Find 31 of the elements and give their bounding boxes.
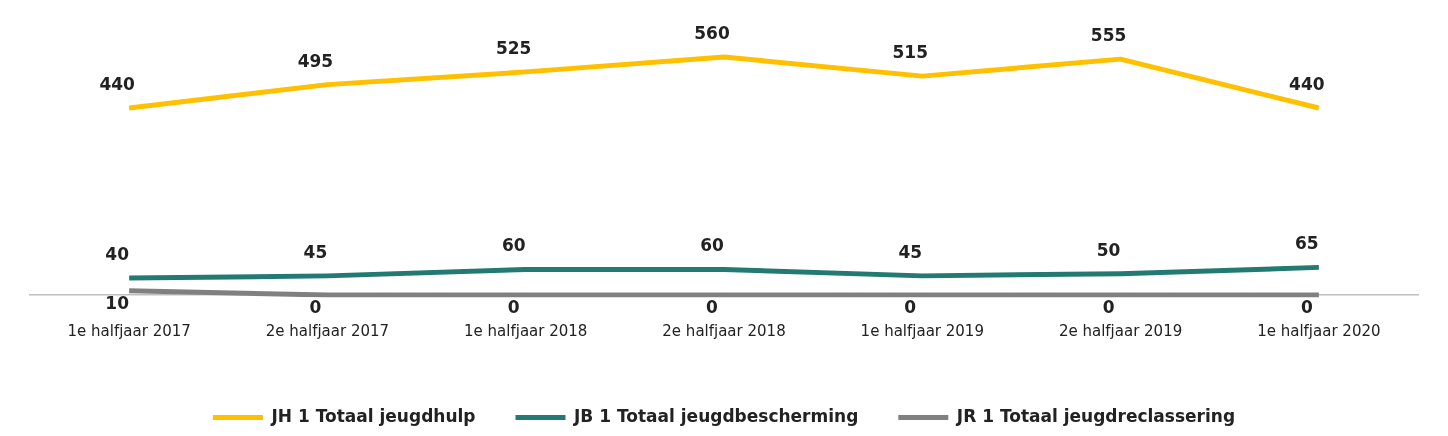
data-label: 555 (1090, 25, 1127, 46)
x-tick-label: 1e halfjaar 2017 (67, 321, 191, 340)
data-label: 440 (99, 73, 136, 94)
data-label: 40 (105, 243, 130, 264)
data-label: 45 (303, 241, 328, 262)
x-tick-label: 1e halfjaar 2020 (1257, 321, 1381, 340)
x-tick-label: 1e halfjaar 2018 (464, 321, 588, 340)
data-label: 0 (706, 296, 719, 317)
x-tick-label: 2e halfjaar 2018 (662, 321, 786, 340)
data-label: 0 (1102, 296, 1115, 317)
data-label: 50 (1096, 239, 1121, 260)
data-label: 560 (694, 22, 730, 43)
x-tick-label: 2e halfjaar 2019 (1058, 321, 1183, 340)
legend-label: JR 1 Totaal jeugdreclassering (955, 405, 1236, 426)
data-label: 60 (501, 235, 526, 256)
data-label: 495 (297, 50, 334, 71)
data-label: 0 (507, 296, 520, 317)
legend-label: JB 1 Totaal jeugdbescherming (573, 405, 859, 426)
data-label: 0 (309, 296, 322, 317)
data-label: 60 (700, 235, 724, 256)
data-label: 0 (904, 296, 917, 317)
data-label: 10 (105, 292, 130, 313)
data-label: 65 (1295, 233, 1319, 254)
data-label: 515 (892, 42, 929, 63)
data-label: 45 (898, 241, 923, 262)
x-tick-label: 2e halfjaar 2017 (265, 321, 390, 340)
x-tick-label: 1e halfjaar 2019 (860, 321, 984, 340)
data-label: 0 (1300, 296, 1313, 317)
data-label: 525 (495, 37, 532, 58)
data-label: 440 (1289, 73, 1325, 94)
legend-label: JH 1 Totaal jeugdhulp (270, 405, 476, 426)
